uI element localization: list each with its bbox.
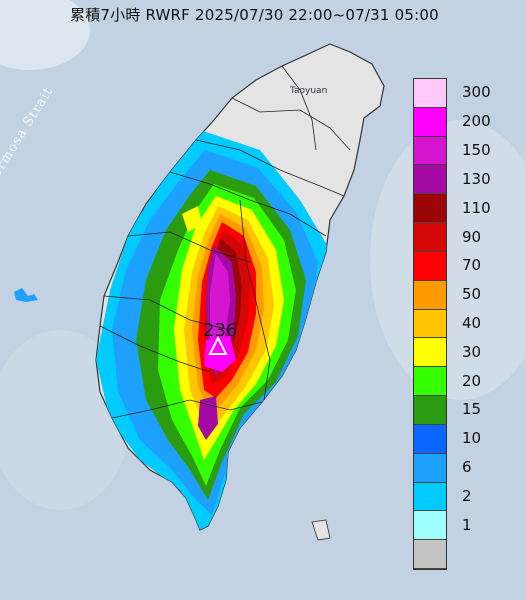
island-green [311,519,331,541]
legend-swatch [414,136,446,166]
legend-label: 200 [462,112,491,131]
legend-swatch [414,165,446,195]
legend-swatch [414,367,446,397]
legend-label: 70 [462,256,482,275]
county-boundaries [99,65,351,419]
legend-label: 15 [462,400,482,419]
legend-label: 30 [462,342,482,361]
legend-swatch [414,338,446,368]
legend-label: 2 [462,486,472,505]
legend-swatch [414,251,446,281]
legend-label: 20 [462,371,482,390]
legend-label: 300 [462,83,491,102]
color-legend [413,78,447,570]
legend-label: 40 [462,314,482,332]
legend-label: 150 [462,141,491,160]
legend-swatch [414,107,446,137]
legend-swatch [414,453,446,483]
legend-swatch [414,280,446,310]
legend-label: 110 [462,198,491,217]
legend-swatch [414,223,446,252]
legend-label: 6 [462,458,472,477]
legend-label: 10 [462,429,482,448]
legend-swatch [414,79,446,108]
legend-swatch [414,482,446,512]
triangle-marker-icon [208,335,228,355]
legend-swatch [414,309,446,339]
legend-swatch [414,194,446,224]
legend-label: 1 [462,515,472,534]
legend-label: 90 [462,227,482,246]
cloud-texture [370,120,525,400]
page-title: 累積7小時 RWRF 2025/07/30 22:00~07/31 05:00 [70,6,439,24]
rainfall-field [96,130,330,530]
legend-swatch [414,540,446,569]
peak-value-label: 236 [203,320,238,341]
city-label: Taoyuan [290,86,328,96]
legend-swatch [414,396,446,425]
island-penghu [14,288,38,302]
legend-swatch [414,511,446,541]
legend-label: 50 [462,285,482,304]
legend-label: 130 [462,169,491,188]
cloud-texture [0,0,90,70]
legend-swatch [414,424,446,454]
